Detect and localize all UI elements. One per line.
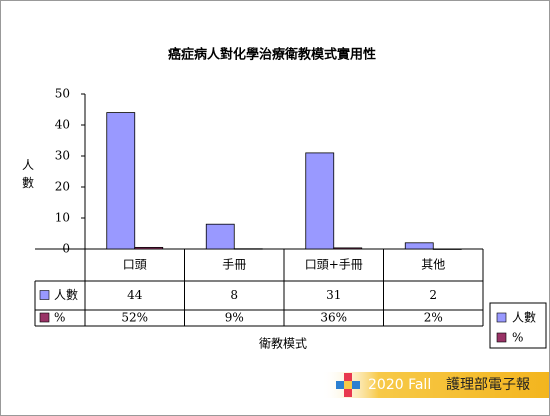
footer-year: 2020 Fall <box>368 377 431 393</box>
legend-label: % <box>512 331 523 345</box>
table-legend-key <box>39 312 50 323</box>
bar <box>106 112 136 250</box>
footer: 2020 Fall 護理部電子報 <box>322 372 549 398</box>
x-tick-label: 手冊 <box>222 258 246 272</box>
x-axis-label: 衛教模式 <box>259 336 307 351</box>
table-value: 52% <box>121 311 148 325</box>
bar <box>404 242 434 250</box>
table-value: 36% <box>320 311 347 325</box>
chart-title: 癌症病人對化學治療衛教模式實用性 <box>168 47 376 63</box>
bar <box>134 246 164 250</box>
table-value: 8 <box>230 288 238 302</box>
bar <box>205 223 235 250</box>
bar <box>305 152 335 250</box>
table-row-label: % <box>54 311 65 325</box>
bar <box>233 248 263 250</box>
table-legend-key <box>39 290 50 300</box>
y-axis-label: 人數 <box>22 158 34 190</box>
y-tick-label: 50 <box>55 87 70 101</box>
x-tick-label: 口頭+手冊 <box>305 258 363 272</box>
bar <box>333 247 363 250</box>
legend-key <box>496 312 507 323</box>
x-tick-label: 其他 <box>421 258 445 272</box>
table-value: 2 <box>429 288 437 302</box>
legend-key <box>496 332 507 343</box>
x-tick-label: 口頭 <box>123 258 147 272</box>
table-value: 31 <box>326 288 341 302</box>
legend-label: 人數 <box>512 311 536 325</box>
y-tick-label: 30 <box>55 149 70 163</box>
logo <box>336 373 360 397</box>
table-row-label: 人數 <box>54 288 78 302</box>
footer-text: 護理部電子報 <box>446 377 530 393</box>
bar <box>432 248 462 250</box>
y-tick-label: 40 <box>55 118 70 132</box>
table-value: 44 <box>127 288 143 302</box>
y-tick-label: 20 <box>55 180 70 194</box>
y-tick-label: 10 <box>55 211 70 225</box>
legend-box <box>489 302 547 349</box>
table-value: 2% <box>424 311 443 325</box>
table-value: 9% <box>225 311 244 325</box>
